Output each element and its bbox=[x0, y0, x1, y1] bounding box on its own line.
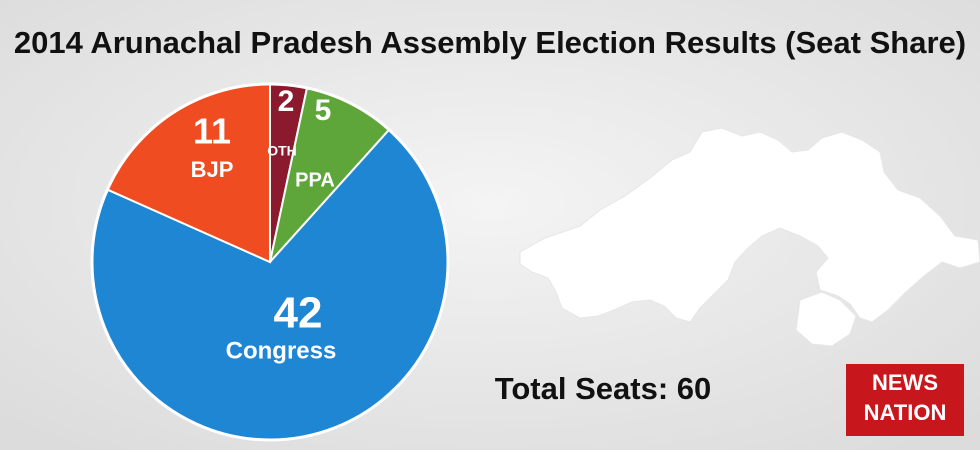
state-map bbox=[519, 127, 980, 347]
chart-title: 2014 Arunachal Pradesh Assembly Election… bbox=[14, 25, 966, 60]
total-seats: Total Seats: 60 bbox=[495, 371, 712, 406]
slice-value: 42 bbox=[274, 289, 323, 338]
slice-label: BJP bbox=[191, 157, 234, 182]
slice-label: PPA bbox=[295, 169, 335, 191]
logo-line: NATION bbox=[864, 400, 947, 425]
logo-box bbox=[846, 364, 964, 436]
slice-label: OTH bbox=[267, 143, 297, 159]
slice-value: 11 bbox=[193, 111, 231, 152]
slice-label: Congress bbox=[226, 337, 337, 364]
logo-line: NEWS bbox=[872, 370, 938, 395]
pie-rim bbox=[90, 82, 450, 442]
slice-value: 5 bbox=[315, 94, 332, 127]
slice-value: 2 bbox=[278, 85, 295, 118]
